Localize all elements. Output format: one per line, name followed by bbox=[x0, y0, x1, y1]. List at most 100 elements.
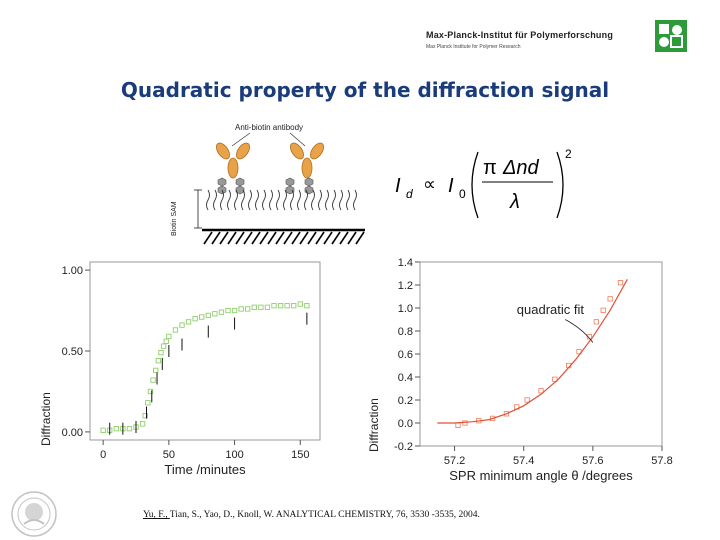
formula-lhs-sub: d bbox=[406, 187, 413, 201]
sam-label: Biotin SAM bbox=[171, 201, 178, 236]
formula-power: 2 bbox=[565, 147, 572, 161]
data-point bbox=[245, 306, 251, 312]
formula-proportional: ∝ bbox=[423, 174, 436, 194]
x-tick-label: 100 bbox=[225, 449, 243, 461]
y-tick-label: 1.00 bbox=[62, 265, 83, 277]
x-tick-label: 57.2 bbox=[444, 455, 465, 467]
citation-rest: Tian, S., Yao, D., Knoll, W. ANALYTICAL … bbox=[169, 510, 480, 520]
data-point bbox=[238, 306, 244, 312]
data-point bbox=[586, 334, 593, 340]
biotin-icons bbox=[217, 177, 314, 195]
y-tick-label: 1.4 bbox=[398, 257, 413, 269]
data-point bbox=[503, 411, 510, 417]
data-point bbox=[304, 303, 310, 309]
x-axis-label: SPR minimum angle θ /degrees bbox=[449, 468, 633, 483]
data-point bbox=[218, 309, 225, 315]
data-point bbox=[147, 388, 154, 395]
fit-annotation: quadratic fit bbox=[517, 302, 585, 317]
institute-header: Max-Planck-Institut für Polymerforschung… bbox=[426, 30, 646, 50]
data-point bbox=[212, 311, 218, 317]
data-point bbox=[538, 388, 544, 394]
data-point bbox=[489, 415, 496, 422]
data-point bbox=[163, 338, 169, 344]
data-point bbox=[185, 319, 192, 325]
data-point bbox=[172, 327, 179, 333]
institute-subtitle: Max Planck Institute for Polymer Researc… bbox=[426, 44, 521, 50]
data-point bbox=[271, 303, 277, 309]
x-tick-label: 0 bbox=[100, 449, 106, 461]
formula-lambda: λ bbox=[509, 191, 520, 213]
antibody-icon-right bbox=[290, 142, 324, 179]
y-tick-label: -0.2 bbox=[394, 441, 413, 453]
formula-delta-nd: Δnd bbox=[502, 157, 540, 179]
fit-line bbox=[437, 279, 628, 424]
quadratic-fit-chart: 57.2 57.4 57.6 57.8 -0.2 0.0 0.2 0.4 0.6 0.8 1.0 1.… bbox=[367, 257, 673, 483]
substrate-hatch bbox=[203, 231, 365, 245]
data-point bbox=[205, 312, 211, 319]
sam-height-arrow bbox=[194, 189, 202, 229]
data-point bbox=[600, 307, 606, 313]
citation-authors: Yu, F., bbox=[143, 510, 170, 520]
y-axis-label: Diffraction bbox=[39, 392, 53, 446]
data-point bbox=[166, 333, 172, 340]
data-point bbox=[139, 421, 146, 427]
data-point bbox=[113, 426, 119, 432]
data-point bbox=[225, 307, 231, 314]
y-tick-label: 0.4 bbox=[398, 372, 413, 384]
data-point bbox=[524, 397, 530, 403]
plot-frame bbox=[89, 261, 321, 441]
kinetics-chart: 0 50 100 150 0.00 0.50 1.00 Time /minutes Diffra… bbox=[39, 261, 321, 477]
data-point bbox=[593, 319, 599, 325]
data-point bbox=[264, 304, 271, 310]
y-tick-label: 1.2 bbox=[398, 280, 413, 292]
citation: Yu, F., Tian, S., Yao, D., Knoll, W. ANA… bbox=[143, 510, 480, 520]
data-point bbox=[462, 420, 468, 426]
data-point bbox=[158, 349, 164, 356]
y-tick-label: 0.0 bbox=[398, 418, 413, 430]
formula-rhs-sub: 0 bbox=[459, 187, 466, 201]
data-point bbox=[552, 376, 558, 382]
data-point bbox=[251, 304, 257, 310]
plot-frame bbox=[419, 261, 663, 447]
annotation-arrow bbox=[565, 319, 594, 343]
data-point bbox=[142, 413, 148, 419]
formula-pi: π bbox=[483, 157, 497, 179]
data-point bbox=[155, 358, 161, 364]
data-point bbox=[284, 303, 290, 309]
antibody-icon-left bbox=[216, 142, 250, 179]
institute-name: Max-Planck-Institut für Polymerforschung bbox=[426, 30, 614, 40]
data-point bbox=[607, 296, 613, 302]
y-tick-label: 1.0 bbox=[398, 303, 413, 315]
diffraction-formula: I d ∝ I 0 π Δnd λ 2 bbox=[395, 147, 572, 219]
institute-logo-icon bbox=[655, 20, 687, 52]
x-axis-label: Time /minutes bbox=[164, 462, 246, 477]
y-tick-label: 0.6 bbox=[398, 349, 413, 361]
data-point bbox=[160, 343, 167, 349]
x-tick-label: 57.8 bbox=[651, 455, 672, 467]
x-tick-label: 57.6 bbox=[582, 455, 603, 467]
data-point bbox=[150, 377, 156, 383]
antibody-label: Anti-biotin antibody bbox=[235, 123, 303, 132]
y-tick-label: 0.8 bbox=[398, 326, 413, 338]
y-tick-label: 0.2 bbox=[398, 395, 413, 407]
data-point bbox=[199, 314, 205, 320]
y-axis-label: Diffraction bbox=[367, 398, 381, 452]
x-tick-label: 57.4 bbox=[513, 455, 534, 467]
data-point bbox=[258, 304, 264, 310]
x-tick-label: 150 bbox=[291, 449, 309, 461]
data-point bbox=[126, 426, 133, 432]
data-point bbox=[617, 280, 624, 286]
data-point bbox=[145, 400, 151, 406]
data-point bbox=[277, 303, 284, 309]
binding-schematic: Anti-biotin antibody bbox=[171, 123, 365, 245]
formula-rhs: I bbox=[448, 175, 454, 197]
data-point bbox=[297, 301, 303, 307]
data-point bbox=[192, 315, 198, 322]
data-point bbox=[153, 367, 159, 374]
sam-chains bbox=[206, 189, 357, 211]
data-point bbox=[291, 303, 297, 309]
y-tick-label: 0.00 bbox=[62, 427, 83, 439]
x-tick-label: 50 bbox=[163, 449, 175, 461]
data-point bbox=[231, 307, 238, 314]
formula-lhs: I bbox=[395, 175, 401, 197]
